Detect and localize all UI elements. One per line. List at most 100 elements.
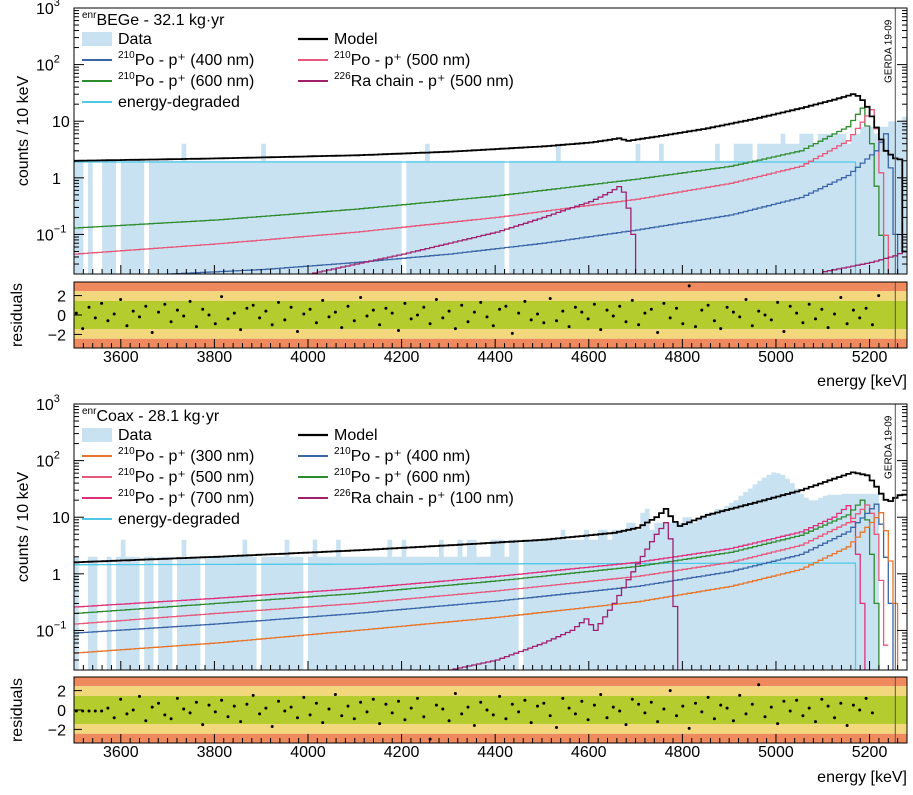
residual-point — [504, 717, 508, 721]
y-tick-base: 10 — [36, 397, 54, 414]
residual-point — [498, 307, 502, 311]
residual-point — [150, 705, 154, 709]
residual-point — [820, 697, 824, 701]
legend-entry-po400: 210Po - p⁺ (400 nm) — [118, 50, 254, 69]
residual-point — [327, 707, 331, 711]
residual-point — [517, 311, 521, 315]
y-tick-base: 10 — [36, 58, 54, 75]
residual-point — [833, 312, 836, 316]
legend-isotope-mass: 210 — [118, 488, 135, 499]
legend-isotope-mass: 226 — [334, 488, 351, 499]
residual-point — [81, 327, 85, 331]
residual-point — [668, 689, 672, 693]
residual-point — [586, 718, 590, 722]
legend-entry-data: Data — [118, 31, 152, 48]
residual-point — [163, 302, 167, 306]
legend-entry-po500: 210Po - p⁺ (500 nm) — [334, 50, 470, 69]
legend-entry-text: Po - p⁺ (300 nm) — [135, 448, 255, 465]
residual-point — [207, 703, 211, 707]
residual-point — [757, 683, 761, 687]
residual-point — [308, 713, 312, 717]
residual-point — [434, 703, 438, 707]
residual-point — [422, 715, 426, 719]
residual-point — [523, 698, 527, 702]
residual-point — [548, 714, 552, 718]
residual-point — [763, 715, 767, 719]
residual-point — [776, 722, 780, 726]
residual-point — [226, 715, 230, 719]
legend-entry-model: Model — [334, 427, 378, 444]
legend-swatch-data — [82, 32, 112, 46]
residual-point — [453, 692, 457, 695]
residual-point — [858, 316, 862, 320]
y-tick-label: 102 — [36, 450, 60, 471]
residual-point — [93, 709, 97, 713]
residual-point — [782, 699, 786, 703]
residual-point — [599, 328, 603, 332]
residual-point — [409, 706, 413, 710]
residual-point — [175, 308, 179, 312]
residual-point — [605, 716, 609, 720]
residual-point — [302, 695, 306, 699]
residual-point — [624, 320, 628, 324]
residual-point — [87, 305, 91, 309]
residual-point — [694, 325, 697, 329]
residual-point — [738, 315, 742, 319]
panel-label-main: BEGe - 32.1 kg·yr — [96, 12, 225, 29]
y-tick-base: 10 — [36, 227, 54, 244]
residual-point — [643, 711, 647, 715]
residual-point — [112, 312, 116, 316]
legend-entry-text: Po - p⁺ (500 nm) — [351, 52, 471, 69]
resid-band-2sigma-bottom — [74, 329, 907, 339]
residual-point — [245, 306, 249, 310]
x-tick-label: 5200 — [852, 744, 888, 761]
residual-point — [662, 707, 666, 711]
series-po500 — [74, 109, 889, 274]
residual-point — [649, 307, 653, 311]
residual-point — [807, 302, 811, 306]
residual-point — [624, 723, 628, 727]
residual-point — [870, 711, 874, 715]
residual-point — [750, 324, 754, 328]
residual-point — [144, 719, 148, 723]
residual-point — [851, 308, 855, 312]
residual-point — [384, 702, 388, 706]
residual-point — [851, 703, 855, 707]
y-tick-label: 103 — [36, 0, 60, 18]
legend-entry-po600: 210Po - p⁺ (600 nm) — [118, 71, 254, 90]
residual-point — [220, 698, 224, 702]
legend-entry-degraded: energy-degraded — [118, 511, 240, 528]
legend-entry-po500: 210Po - p⁺ (500 nm) — [118, 467, 254, 486]
residual-point — [555, 319, 558, 323]
residual-point — [422, 305, 426, 309]
legend-isotope-mass: 210 — [118, 71, 135, 82]
residual-point — [447, 309, 451, 313]
residual-point — [283, 318, 287, 322]
residual-point — [643, 311, 647, 315]
residual-point — [157, 310, 160, 314]
residual-point — [384, 306, 388, 310]
x-tick-label: 5000 — [758, 349, 794, 366]
residual-point — [788, 709, 792, 713]
y-tick-exp: −1 — [54, 619, 67, 631]
residual-point — [397, 329, 400, 332]
residual-point — [605, 308, 609, 312]
x-tick-label: 3800 — [197, 744, 233, 761]
residual-point — [283, 709, 287, 713]
residual-point — [163, 713, 167, 717]
legend-entry-text: Po - p⁺ (700 nm) — [135, 490, 255, 507]
main-frame — [73, 403, 908, 671]
y-tick-exp: 2 — [54, 54, 60, 66]
residual-point — [239, 720, 243, 724]
series-po400 — [74, 503, 894, 670]
series-model — [74, 93, 907, 253]
series-ra — [448, 522, 679, 670]
residual-point — [864, 696, 868, 700]
residual-point — [877, 294, 881, 298]
residual-point — [687, 284, 691, 288]
residual-point — [542, 701, 546, 705]
main-frame — [73, 7, 908, 275]
residual-point — [416, 696, 419, 700]
resid-y-tick-label: −2 — [48, 722, 66, 739]
